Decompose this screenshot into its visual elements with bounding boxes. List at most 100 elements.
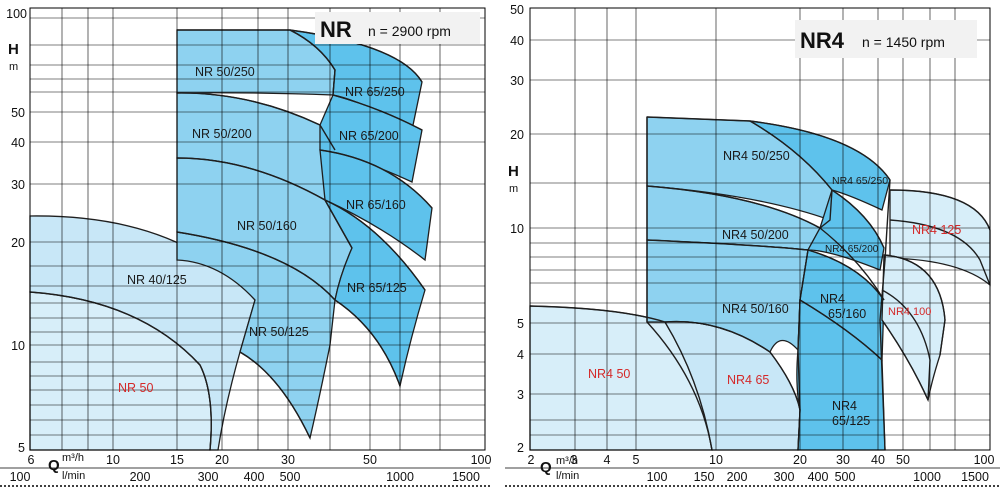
x-tick-nr-15: 15	[170, 453, 184, 467]
x-axis-name-nr4: Q	[540, 459, 552, 476]
x-tick-nr-lmin-500: 500	[280, 470, 301, 484]
zone-label-nr4-65-200: NR4 65/200	[825, 244, 879, 255]
chart-title-nr: NR	[320, 17, 352, 42]
y-tick-nr-20: 20	[11, 236, 25, 250]
zone-label-nr-40-125: NR 40/125	[127, 273, 187, 287]
x-tick-nr4-3: 3	[571, 453, 578, 467]
zone-label-nr4-65-125: NR4 65/125	[832, 399, 870, 428]
x-tick-nr4-lmin-400: 400	[808, 470, 829, 484]
zone-label-nr4-65-250: NR4 65/250	[832, 175, 888, 187]
zone-label-nr4-65-125-line1: NR4	[832, 399, 857, 413]
x-tick-nr4-30: 30	[836, 453, 850, 467]
x-tick-nr-50: 50	[363, 453, 377, 467]
nr-grid	[29, 7, 486, 451]
y-tick-nr4-30: 30	[510, 74, 524, 88]
zone-label-nr-65-125: NR 65/125	[347, 281, 407, 295]
zone-label-nr4-125: NR4 125	[912, 223, 961, 237]
x-tick-nr4-20: 20	[793, 453, 807, 467]
x-tick-nr-lmin-1500: 1500	[452, 470, 480, 484]
x-unit-bottom-nr4: l/min	[556, 470, 579, 482]
x-tick-nr-20: 20	[215, 453, 229, 467]
chart-nr4: NR4 50 NR4 65 NR4 50/250 NR4 50/200 NR4 …	[505, 3, 1000, 487]
x-tick-nr-lmin-300: 300	[198, 470, 219, 484]
y-tick-nr-50: 50	[11, 106, 25, 120]
zone-label-nr4-65-160: NR4 65/160	[820, 292, 866, 321]
x-tick-nr4-5: 5	[633, 453, 640, 467]
y-tick-nr4-10: 10	[510, 222, 524, 236]
zone-label-nr4-50-250: NR4 50/250	[723, 149, 790, 163]
nr4-curves	[529, 116, 991, 451]
x-tick-nr-6: 6	[28, 453, 35, 467]
chart-subtitle-nr: n = 2900 rpm	[368, 23, 451, 39]
y-tick-nr-5: 5	[18, 441, 25, 455]
zone-label-nr-50-160: NR 50/160	[237, 219, 297, 233]
x-unit-bottom-nr: l/min	[62, 470, 85, 482]
x-tick-nr-lmin-400: 400	[244, 470, 265, 484]
y-tick-nr4-2: 2	[517, 441, 524, 455]
nr4-title-box: NR4 n = 1450 rpm	[795, 20, 977, 58]
zone-label-nr-65-160: NR 65/160	[346, 198, 406, 212]
zone-label-nr-50-250: NR 50/250	[195, 65, 255, 79]
chart-nr: NR 50 NR 40/125 NR 50/250 NR 50/200 NR 5…	[0, 7, 492, 487]
x-tick-nr4-4: 4	[604, 453, 611, 467]
x-tick-nr4-2: 2	[528, 453, 535, 467]
x-tick-nr4-100: 100	[974, 453, 995, 467]
x-tick-nr-10: 10	[106, 453, 120, 467]
y-tick-nr4-4: 4	[517, 348, 524, 362]
nr-y-axis: H m 5 10 20 30 40 50 100	[6, 7, 27, 455]
zone-label-nr-50-200: NR 50/200	[192, 127, 252, 141]
nr-curves	[29, 29, 433, 451]
y-tick-nr4-50: 50	[510, 3, 524, 17]
x-tick-nr4-lmin-500: 500	[835, 470, 856, 484]
y-tick-nr4-40: 40	[510, 34, 524, 48]
x-tick-nr-100: 100	[471, 453, 492, 467]
x-tick-nr4-lmin-100: 100	[647, 470, 668, 484]
y-tick-nr-10: 10	[11, 339, 25, 353]
x-unit-top-nr4: m³/h	[556, 455, 578, 467]
nr-zone-labels: NR 50 NR 40/125 NR 50/250 NR 50/200 NR 5…	[118, 65, 407, 395]
x-unit-top-nr: m³/h	[62, 452, 84, 464]
y-axis-unit-nr: m	[9, 61, 18, 73]
x-axis-name-nr: Q	[48, 457, 60, 474]
chart-title-nr4: NR4	[800, 28, 845, 53]
nr-title-box: NR n = 2900 rpm	[315, 12, 480, 44]
nr4-x-axis: 2 Q m³/h l/min 3 4 5 10 20 30 40 50 100 …	[505, 453, 1000, 487]
x-tick-nr4-50: 50	[896, 453, 910, 467]
zone-label-nr-65-250: NR 65/250	[345, 85, 405, 99]
y-axis-unit-nr4: m	[509, 183, 518, 195]
zone-label-nr4-65: NR4 65	[727, 373, 769, 387]
x-tick-nr-lmin-200: 200	[130, 470, 151, 484]
zone-label-nr-50: NR 50	[118, 381, 153, 395]
zone-label-nr4-65-125-line2: 65/125	[832, 414, 870, 428]
nr4-zones	[529, 116, 991, 451]
zone-label-nr-65-200: NR 65/200	[339, 129, 399, 143]
zone-label-nr4-65-160-line2: 65/160	[828, 307, 866, 321]
zone-label-nr4-100: NR4 100	[888, 306, 931, 318]
x-tick-nr4-lmin-150: 150	[694, 470, 715, 484]
zone-label-nr4-50: NR4 50	[588, 367, 630, 381]
x-tick-nr4-lmin-1000: 1000	[913, 470, 941, 484]
y-tick-nr-40: 40	[11, 136, 25, 150]
x-tick-nr-30: 30	[281, 453, 295, 467]
nr4-zone-labels: NR4 50 NR4 65 NR4 50/250 NR4 50/200 NR4 …	[588, 149, 961, 428]
x-tick-nr4-lmin-300: 300	[774, 470, 795, 484]
zone-label-nr-50-125: NR 50/125	[249, 325, 309, 339]
y-axis-name-nr: H	[8, 41, 19, 58]
zone-label-nr4-50-160: NR4 50/160	[722, 302, 789, 316]
y-tick-nr4-5: 5	[517, 317, 524, 331]
x-tick-nr4-lmin-1500: 1500	[961, 470, 989, 484]
nr4-grid	[529, 7, 991, 451]
x-tick-nr4-40: 40	[871, 453, 885, 467]
zone-label-nr4-50-200: NR4 50/200	[722, 228, 789, 242]
x-tick-nr4-10: 10	[709, 453, 723, 467]
zone-nr4-100	[881, 254, 946, 403]
nr-x-axis: 6 Q m³/h l/min 10 15 20 30 50 100 100 20…	[0, 452, 492, 487]
y-tick-nr4-20: 20	[510, 128, 524, 142]
y-axis-name-nr4: H	[508, 163, 519, 180]
x-tick-nr-lmin-1000: 1000	[386, 470, 414, 484]
chart-subtitle-nr4: n = 1450 rpm	[862, 34, 945, 50]
x-tick-nr4-lmin-200: 200	[727, 470, 748, 484]
y-tick-nr-100: 100	[6, 7, 27, 21]
nr4-y-axis: H m 2 3 4 5 10 20 30 40 50	[508, 3, 524, 455]
